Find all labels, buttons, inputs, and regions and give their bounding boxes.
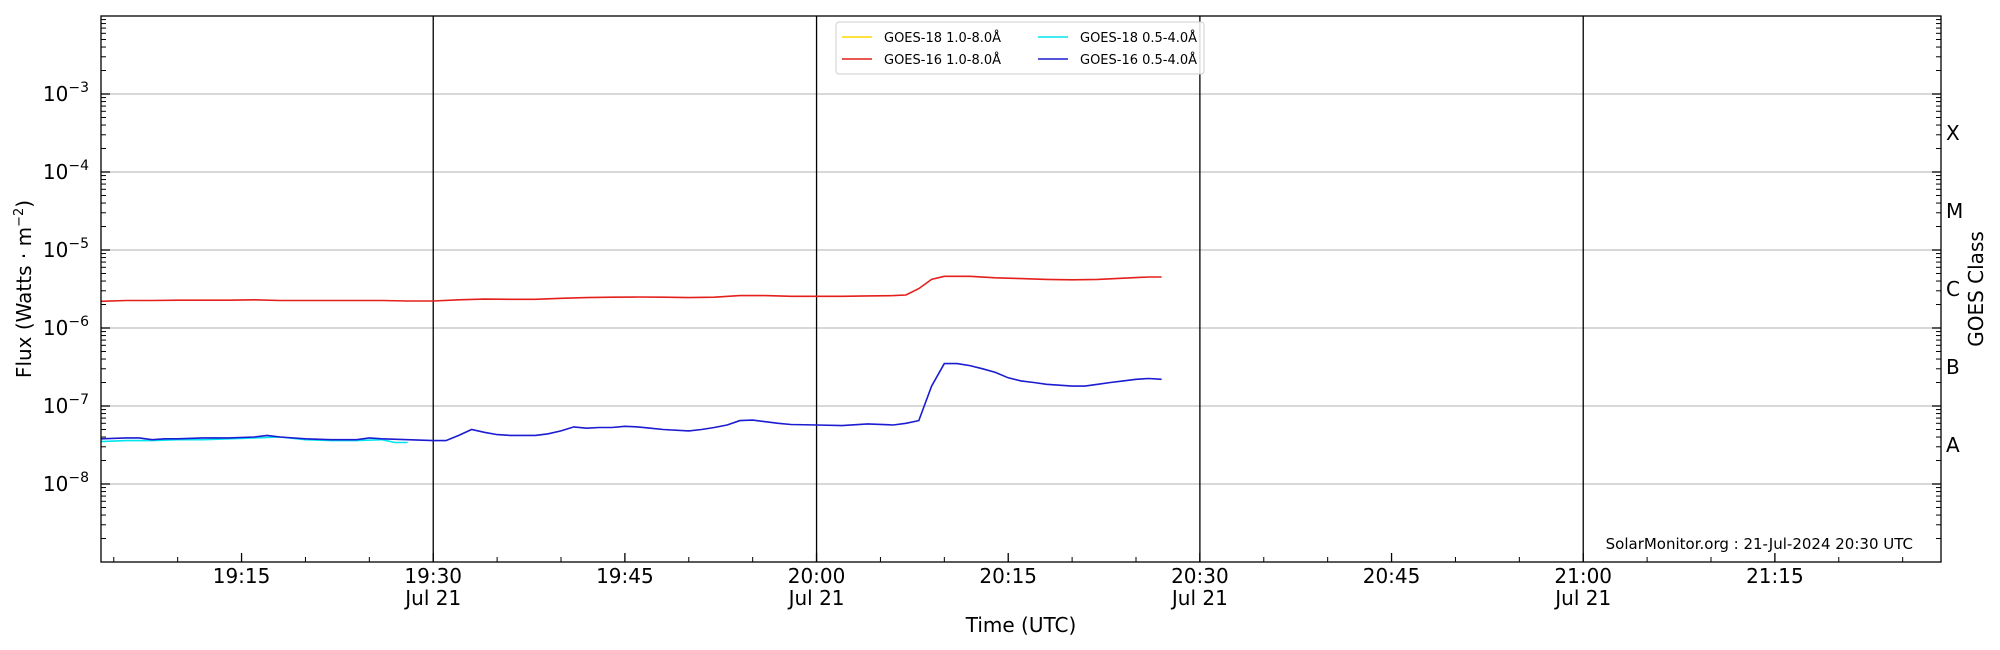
y-axis-label-close: ) xyxy=(12,200,36,208)
y-tick-label: 10−5 xyxy=(43,236,89,262)
y-axis-label-base: Flux (Watts · m xyxy=(12,227,36,378)
goes-class-label: B xyxy=(1946,355,1960,379)
x-tick-label: 20:45 xyxy=(1363,564,1421,588)
goes-class-label: X xyxy=(1946,121,1960,145)
series-line xyxy=(100,362,1162,442)
plot-frame xyxy=(100,15,1942,563)
x-tick-label: 21:15 xyxy=(1746,564,1804,588)
x-tick-date-label: Jul 21 xyxy=(1553,586,1611,610)
legend-box xyxy=(835,21,1205,75)
legend-entry: GOES-18 1.0-8.0Å xyxy=(884,30,1001,46)
y-axis-label: Flux (Watts · m−2) xyxy=(12,200,36,378)
right-axis-label: GOES Class xyxy=(1964,231,1988,347)
credit-text: SolarMonitor.org : 21-Jul-2024 20:30 UTC xyxy=(1606,535,1913,553)
legend-entry: GOES-18 0.5-4.0Å xyxy=(1080,30,1197,46)
x-tick-label: 19:15 xyxy=(213,564,271,588)
series-layer xyxy=(100,275,1162,444)
x-tick-label: 21:00 xyxy=(1554,564,1612,588)
grid-layer xyxy=(101,93,1941,485)
goes-class-label: A xyxy=(1946,433,1960,457)
day-boundary-lines xyxy=(432,16,1584,562)
x-tick-date-label: Jul 21 xyxy=(787,586,845,610)
goes-class-labels: A B C M X xyxy=(1946,121,1963,457)
legend-entry: GOES-16 1.0-8.0Å xyxy=(884,52,1001,68)
series-line xyxy=(100,436,408,444)
x-tick-label: 19:45 xyxy=(596,564,654,588)
x-tick-label: 20:30 xyxy=(1171,564,1229,588)
legend-entry: GOES-16 0.5-4.0Å xyxy=(1080,52,1197,68)
legend: GOES-18 1.0-8.0Å GOES-18 0.5-4.0Å GOES-16 … xyxy=(835,21,1205,75)
x-tick-date-label: Jul 21 xyxy=(1170,586,1228,610)
goes-class-label: C xyxy=(1946,277,1960,301)
y-tick-label: 10−3 xyxy=(43,80,89,106)
y-tick-label: 10−8 xyxy=(43,470,89,496)
x-axis-label: Time (UTC) xyxy=(965,613,1077,637)
x-tick-label: 20:00 xyxy=(788,564,846,588)
y-tick-label: 10−6 xyxy=(43,314,89,340)
goes-class-label: M xyxy=(1946,199,1963,223)
x-tick-label: 20:15 xyxy=(979,564,1037,588)
x-tick-label: 19:30 xyxy=(404,564,462,588)
y-tick-label: 10−7 xyxy=(43,392,89,418)
x-tick-date-label: Jul 21 xyxy=(403,586,461,610)
y-axis-label-exponent: −2 xyxy=(12,208,27,227)
series-line xyxy=(100,275,1162,303)
y-tick-label: 10−4 xyxy=(43,158,89,184)
